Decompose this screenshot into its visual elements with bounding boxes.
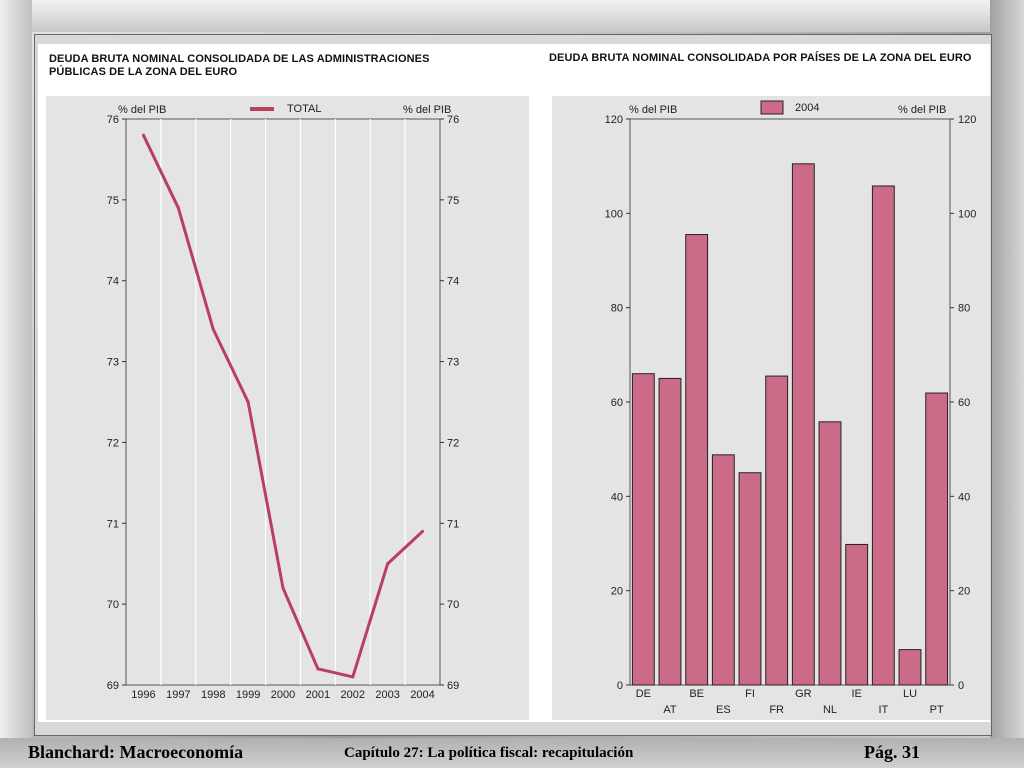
bar-ylabel-right: % del PIB bbox=[898, 104, 946, 116]
bar-ytick-label-left: 80 bbox=[611, 303, 623, 315]
line-xtick-label: 1998 bbox=[201, 689, 225, 701]
bar-ytick-label-right: 40 bbox=[958, 491, 970, 503]
line-point bbox=[141, 133, 145, 137]
bar-ytick-label-left: 120 bbox=[605, 114, 623, 126]
bar-plot-area bbox=[629, 118, 951, 686]
bar-nl bbox=[818, 421, 842, 686]
bar-lu bbox=[898, 649, 922, 686]
line-xtick-label: 2003 bbox=[375, 689, 399, 701]
bar-ytick-label-right: 60 bbox=[958, 397, 970, 409]
bar-ytick-label-left: 60 bbox=[611, 397, 623, 409]
line-ytick-label-left: 76 bbox=[107, 114, 119, 126]
line-xtick-label: 2004 bbox=[410, 689, 434, 701]
bar-ytick-label-right: 0 bbox=[958, 680, 964, 692]
footer-page: Pág. 31 bbox=[864, 742, 920, 762]
line-point bbox=[211, 327, 215, 331]
right-chart-title: DEUDA BRUTA NOMINAL CONSOLIDADA POR PAÍS… bbox=[549, 52, 972, 64]
line-legend-label: TOTAL bbox=[287, 103, 321, 115]
bar-ytick-label-left: 0 bbox=[617, 680, 623, 692]
footer-book: Blanchard: Macroeconomía bbox=[28, 742, 244, 762]
bar-ytick-label-right: 120 bbox=[958, 114, 976, 126]
frame-bevel-left bbox=[0, 0, 32, 768]
frame-bevel-right bbox=[990, 0, 1024, 768]
bar-ytick-label-right: 80 bbox=[958, 303, 970, 315]
bar-xtick-label: AT bbox=[663, 704, 677, 716]
frame-bevel-top bbox=[0, 0, 1024, 32]
bar-xtick-label: PT bbox=[930, 704, 944, 716]
line-point bbox=[246, 400, 250, 404]
line-point bbox=[281, 586, 285, 590]
line-ytick-label-left: 74 bbox=[107, 276, 119, 288]
line-xtick-label: 2001 bbox=[306, 689, 330, 701]
bar-be bbox=[685, 234, 709, 686]
line-ytick-label-right: 76 bbox=[447, 114, 459, 126]
bar-ytick-label-left: 40 bbox=[611, 491, 623, 503]
bar-xtick-label: ES bbox=[716, 704, 731, 716]
line-ytick-label-right: 73 bbox=[447, 357, 459, 369]
line-ytick-label-right: 71 bbox=[447, 518, 459, 530]
bar-legend-label: 2004 bbox=[795, 102, 819, 114]
line-ytick-label-left: 75 bbox=[107, 195, 119, 207]
line-xtick-label: 2000 bbox=[271, 689, 295, 701]
line-ytick-label-left: 71 bbox=[107, 518, 119, 530]
bar-it bbox=[871, 185, 895, 686]
line-point bbox=[316, 667, 320, 671]
line-ylabel-right: % del PIB bbox=[403, 104, 451, 116]
line-ytick-label-left: 73 bbox=[107, 357, 119, 369]
bar-ytick-label-left: 100 bbox=[605, 208, 623, 220]
left-chart-title: DEUDA BRUTA NOMINAL CONSOLIDADA DE LAS A… bbox=[49, 53, 430, 79]
bar-at bbox=[658, 377, 682, 686]
line-point bbox=[351, 675, 355, 679]
bar-ytick-label-right: 20 bbox=[958, 586, 970, 598]
frame-bevel-bottom bbox=[0, 738, 1024, 768]
line-chart: 69 69 70 70 71 71 72 72 73 73 74 74 75 75 76 76 1996 1997… bbox=[107, 103, 460, 701]
bar-legend-swatch bbox=[760, 100, 784, 115]
left-chart-title-line2: PÚBLICAS DE LA ZONA DEL EURO bbox=[49, 66, 238, 78]
line-ytick-label-right: 70 bbox=[447, 599, 459, 611]
line-ytick-label-left: 72 bbox=[107, 437, 119, 449]
line-point bbox=[176, 206, 180, 210]
bar-xtick-label: FR bbox=[769, 704, 784, 716]
line-ytick-label-left: 70 bbox=[107, 599, 119, 611]
line-xtick-label: 1997 bbox=[166, 689, 190, 701]
bar-ytick-label-left: 20 bbox=[611, 586, 623, 598]
bar-xtick-label: IE bbox=[851, 688, 861, 700]
line-ylabel-left: % del PIB bbox=[118, 104, 166, 116]
line-ytick-label-right: 72 bbox=[447, 437, 459, 449]
bar-xtick-label: GR bbox=[795, 688, 812, 700]
line-ytick-label-right: 74 bbox=[447, 276, 459, 288]
footer-chapter: Capítulo 27: La política fiscal: recapit… bbox=[344, 745, 634, 761]
line-ytick-label-right: 75 bbox=[447, 195, 459, 207]
line-ytick-label-right: 69 bbox=[447, 680, 459, 692]
bar-es bbox=[711, 454, 735, 686]
line-ytick-label-left: 69 bbox=[107, 680, 119, 692]
bar-chart: 0 0 20 20 40 40 60 60 80 80 100 100 120 120 DE AT BE ES FI… bbox=[605, 100, 976, 716]
bar-xtick-label: LU bbox=[903, 688, 917, 700]
line-point bbox=[386, 562, 390, 566]
line-plot-area bbox=[125, 118, 441, 686]
bar-xtick-label: FI bbox=[745, 688, 755, 700]
left-chart-title-line1: DEUDA BRUTA NOMINAL CONSOLIDADA DE LAS A… bbox=[49, 53, 430, 65]
bar-ytick-label-right: 100 bbox=[958, 208, 976, 220]
bar-pt bbox=[925, 392, 949, 686]
line-point bbox=[421, 529, 425, 533]
bar-xtick-label: IT bbox=[878, 704, 888, 716]
bar-gr bbox=[791, 163, 815, 686]
bar-xtick-label: NL bbox=[823, 704, 837, 716]
bar-xtick-label: BE bbox=[689, 688, 704, 700]
bar-fi bbox=[738, 472, 762, 686]
bar-de bbox=[631, 373, 655, 686]
bar-fr bbox=[765, 375, 789, 686]
bar-ie bbox=[845, 543, 869, 686]
line-xtick-label: 1996 bbox=[131, 689, 155, 701]
line-xtick-label: 2002 bbox=[341, 689, 365, 701]
bar-xtick-label: DE bbox=[636, 688, 651, 700]
bar-ylabel-left: % del PIB bbox=[629, 104, 677, 116]
line-xtick-label: 1999 bbox=[236, 689, 260, 701]
